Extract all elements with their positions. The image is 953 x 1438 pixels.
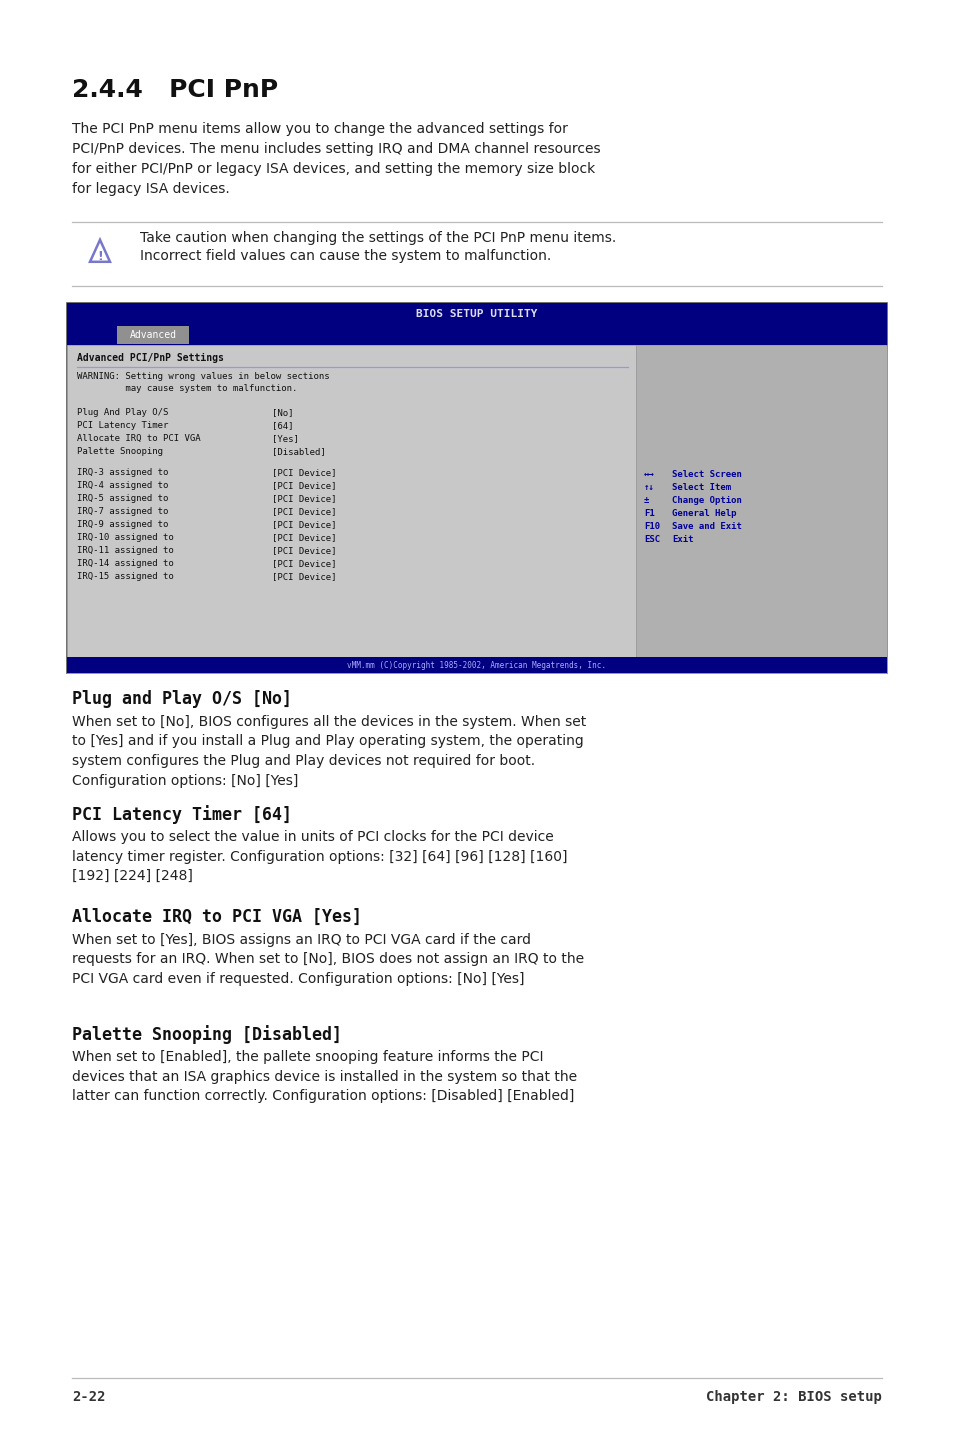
- Text: [PCI Device]: [PCI Device]: [272, 480, 336, 490]
- Text: Plug and Play O/S [No]: Plug and Play O/S [No]: [71, 690, 292, 707]
- FancyBboxPatch shape: [67, 657, 886, 673]
- Text: ±: ±: [643, 496, 649, 505]
- Text: IRQ-7 assigned to: IRQ-7 assigned to: [77, 508, 168, 516]
- Text: [Disabled]: [Disabled]: [272, 447, 325, 456]
- Text: vMM.mm (C)Copyright 1985-2002, American Megatrends, Inc.: vMM.mm (C)Copyright 1985-2002, American …: [347, 660, 606, 670]
- Text: [PCI Device]: [PCI Device]: [272, 521, 336, 529]
- Text: IRQ-10 assigned to: IRQ-10 assigned to: [77, 533, 173, 542]
- Text: BIOS SETUP UTILITY: BIOS SETUP UTILITY: [416, 309, 537, 319]
- Text: IRQ-15 assigned to: IRQ-15 assigned to: [77, 572, 173, 581]
- Text: ↔→: ↔→: [643, 470, 654, 479]
- FancyBboxPatch shape: [117, 326, 189, 344]
- Text: [PCI Device]: [PCI Device]: [272, 508, 336, 516]
- FancyBboxPatch shape: [67, 325, 886, 345]
- Text: ESC: ESC: [643, 535, 659, 544]
- Text: [PCI Device]: [PCI Device]: [272, 495, 336, 503]
- Text: F10: F10: [643, 522, 659, 531]
- Text: Exit: Exit: [671, 535, 693, 544]
- Text: Take caution when changing the settings of the PCI PnP menu items.: Take caution when changing the settings …: [140, 232, 616, 244]
- Text: IRQ-3 assigned to: IRQ-3 assigned to: [77, 467, 168, 477]
- Text: Select Item: Select Item: [671, 483, 730, 492]
- Text: [Yes]: [Yes]: [272, 434, 298, 443]
- Text: Save and Exit: Save and Exit: [671, 522, 741, 531]
- Text: [PCI Device]: [PCI Device]: [272, 467, 336, 477]
- Text: Allocate IRQ to PCI VGA: Allocate IRQ to PCI VGA: [77, 434, 200, 443]
- Text: PCI Latency Timer: PCI Latency Timer: [77, 421, 168, 430]
- Text: Allocate IRQ to PCI VGA [Yes]: Allocate IRQ to PCI VGA [Yes]: [71, 907, 361, 926]
- Text: Advanced: Advanced: [130, 329, 176, 339]
- Text: Advanced PCI/PnP Settings: Advanced PCI/PnP Settings: [77, 352, 224, 362]
- Text: Select Screen: Select Screen: [671, 470, 741, 479]
- FancyBboxPatch shape: [67, 345, 636, 673]
- FancyBboxPatch shape: [67, 303, 886, 325]
- Text: PCI Latency Timer [64]: PCI Latency Timer [64]: [71, 805, 292, 824]
- Text: Plug And Play O/S: Plug And Play O/S: [77, 408, 168, 417]
- Text: may cause system to malfunction.: may cause system to malfunction.: [77, 384, 297, 393]
- Text: [PCI Device]: [PCI Device]: [272, 559, 336, 568]
- FancyBboxPatch shape: [636, 345, 886, 673]
- Text: When set to [No], BIOS configures all the devices in the system. When set
to [Ye: When set to [No], BIOS configures all th…: [71, 715, 586, 788]
- Text: WARNING: Setting wrong values in below sections: WARNING: Setting wrong values in below s…: [77, 372, 330, 381]
- Text: [PCI Device]: [PCI Device]: [272, 533, 336, 542]
- Text: [64]: [64]: [272, 421, 294, 430]
- Text: Incorrect field values can cause the system to malfunction.: Incorrect field values can cause the sys…: [140, 249, 551, 263]
- Text: 2.4.4   PCI PnP: 2.4.4 PCI PnP: [71, 78, 278, 102]
- Text: ↑↓: ↑↓: [643, 483, 654, 492]
- Text: [PCI Device]: [PCI Device]: [272, 572, 336, 581]
- Text: IRQ-5 assigned to: IRQ-5 assigned to: [77, 495, 168, 503]
- Text: Chapter 2: BIOS setup: Chapter 2: BIOS setup: [705, 1391, 882, 1403]
- Text: IRQ-14 assigned to: IRQ-14 assigned to: [77, 559, 173, 568]
- Text: [No]: [No]: [272, 408, 294, 417]
- Text: F1: F1: [643, 509, 654, 518]
- Text: Palette Snooping [Disabled]: Palette Snooping [Disabled]: [71, 1025, 341, 1044]
- Text: Palette Snooping: Palette Snooping: [77, 447, 163, 456]
- Text: The PCI PnP menu items allow you to change the advanced settings for
PCI/PnP dev: The PCI PnP menu items allow you to chan…: [71, 122, 600, 196]
- Text: When set to [Yes], BIOS assigns an IRQ to PCI VGA card if the card
requests for : When set to [Yes], BIOS assigns an IRQ t…: [71, 933, 583, 986]
- Text: [PCI Device]: [PCI Device]: [272, 546, 336, 555]
- Text: IRQ-11 assigned to: IRQ-11 assigned to: [77, 546, 173, 555]
- FancyBboxPatch shape: [67, 303, 886, 673]
- Text: General Help: General Help: [671, 509, 736, 518]
- Text: IRQ-4 assigned to: IRQ-4 assigned to: [77, 480, 168, 490]
- Text: Change Option: Change Option: [671, 496, 741, 505]
- Text: IRQ-9 assigned to: IRQ-9 assigned to: [77, 521, 168, 529]
- Text: 2-22: 2-22: [71, 1391, 106, 1403]
- Text: Allows you to select the value in units of PCI clocks for the PCI device
latency: Allows you to select the value in units …: [71, 830, 567, 883]
- Text: When set to [Enabled], the pallete snooping feature informs the PCI
devices that: When set to [Enabled], the pallete snoop…: [71, 1050, 577, 1103]
- Text: !: !: [97, 250, 103, 263]
